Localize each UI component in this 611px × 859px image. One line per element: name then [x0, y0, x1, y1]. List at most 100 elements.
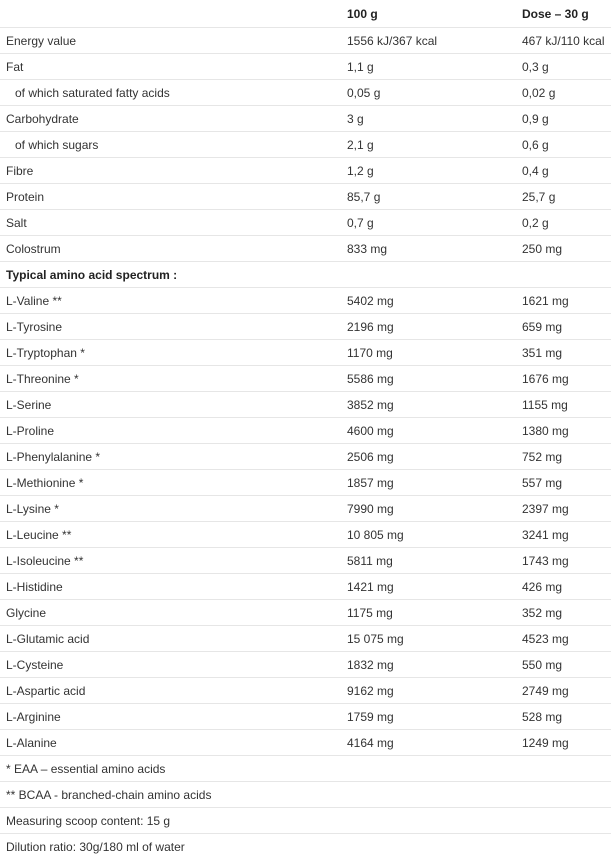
value-per-dose: 0,6 g: [516, 132, 611, 158]
value-per-100g: 1170 mg: [341, 340, 516, 366]
value-per-dose: 1249 mg: [516, 730, 611, 756]
value-per-dose: 4523 mg: [516, 626, 611, 652]
footnote: Dilution ratio: 30g/180 ml of water: [0, 834, 611, 859]
footnote: * EAA – essential amino acids: [0, 756, 611, 782]
value-per-dose: 0,3 g: [516, 54, 611, 80]
value-per-dose: 2749 mg: [516, 678, 611, 704]
header-label: [0, 0, 341, 28]
value-per-100g: 15 075 mg: [341, 626, 516, 652]
nutrient-label: of which sugars: [0, 132, 341, 158]
value-per-100g: 1,1 g: [341, 54, 516, 80]
value-per-dose: 0,2 g: [516, 210, 611, 236]
amino-acid-label: L-Leucine **: [0, 522, 341, 548]
value-per-dose: 1621 mg: [516, 288, 611, 314]
value-per-dose: 557 mg: [516, 470, 611, 496]
value-per-100g: 1,2 g: [341, 158, 516, 184]
footnote-row: Measuring scoop content: 15 g: [0, 808, 611, 834]
value-per-100g: 2196 mg: [341, 314, 516, 340]
value-per-100g: 0,05 g: [341, 80, 516, 106]
amino-section-title: Typical amino acid spectrum :: [0, 262, 611, 288]
value-per-dose: 352 mg: [516, 600, 611, 626]
footnote: Measuring scoop content: 15 g: [0, 808, 611, 834]
value-per-dose: 752 mg: [516, 444, 611, 470]
nutrient-label: Carbohydrate: [0, 106, 341, 132]
amino-acid-label: L-Methionine *: [0, 470, 341, 496]
amino-acid-label: L-Lysine *: [0, 496, 341, 522]
value-per-dose: 426 mg: [516, 574, 611, 600]
value-per-100g: 4600 mg: [341, 418, 516, 444]
footnote-row: Dilution ratio: 30g/180 ml of water: [0, 834, 611, 859]
amino-acid-label: L-Threonine *: [0, 366, 341, 392]
amino-acid-label: L-Isoleucine **: [0, 548, 341, 574]
amino-acid-label: L-Valine **: [0, 288, 341, 314]
value-per-dose: 1380 mg: [516, 418, 611, 444]
amino-acid-label: L-Histidine: [0, 574, 341, 600]
value-per-dose: 250 mg: [516, 236, 611, 262]
nutrient-label: Fibre: [0, 158, 341, 184]
value-per-100g: 1556 kJ/367 kcal: [341, 28, 516, 54]
value-per-100g: 3 g: [341, 106, 516, 132]
value-per-100g: 9162 mg: [341, 678, 516, 704]
value-per-100g: 5586 mg: [341, 366, 516, 392]
amino-acid-label: L-Glutamic acid: [0, 626, 341, 652]
amino-acid-label: Glycine: [0, 600, 341, 626]
value-per-100g: 1857 mg: [341, 470, 516, 496]
value-per-dose: 659 mg: [516, 314, 611, 340]
header-per-100g: 100 g: [341, 0, 516, 28]
value-per-100g: 5402 mg: [341, 288, 516, 314]
footnote-row: ** BCAA - branched-chain amino acids: [0, 782, 611, 808]
value-per-100g: 85,7 g: [341, 184, 516, 210]
value-per-dose: 1743 mg: [516, 548, 611, 574]
value-per-100g: 5811 mg: [341, 548, 516, 574]
value-per-100g: 2,1 g: [341, 132, 516, 158]
amino-acid-label: L-Phenylalanine *: [0, 444, 341, 470]
value-per-dose: 3241 mg: [516, 522, 611, 548]
amino-acid-label: L-Cysteine: [0, 652, 341, 678]
table-header-row: 100 g Dose – 30 g: [0, 0, 611, 28]
header-dose: Dose – 30 g: [516, 0, 611, 28]
value-per-100g: 2506 mg: [341, 444, 516, 470]
value-per-100g: 1759 mg: [341, 704, 516, 730]
nutrient-label: Colostrum: [0, 236, 341, 262]
footnote: ** BCAA - branched-chain amino acids: [0, 782, 611, 808]
value-per-100g: 833 mg: [341, 236, 516, 262]
nutrient-label: Fat: [0, 54, 341, 80]
value-per-100g: 1175 mg: [341, 600, 516, 626]
value-per-100g: 10 805 mg: [341, 522, 516, 548]
value-per-dose: 1676 mg: [516, 366, 611, 392]
amino-acid-label: L-Tryptophan *: [0, 340, 341, 366]
amino-section-row: Typical amino acid spectrum :: [0, 262, 611, 288]
amino-acid-label: L-Arginine: [0, 704, 341, 730]
amino-acid-label: L-Aspartic acid: [0, 678, 341, 704]
value-per-dose: 1155 mg: [516, 392, 611, 418]
value-per-100g: 3852 mg: [341, 392, 516, 418]
value-per-100g: 4164 mg: [341, 730, 516, 756]
nutrient-label: Energy value: [0, 28, 341, 54]
value-per-dose: 0,02 g: [516, 80, 611, 106]
value-per-dose: 0,4 g: [516, 158, 611, 184]
